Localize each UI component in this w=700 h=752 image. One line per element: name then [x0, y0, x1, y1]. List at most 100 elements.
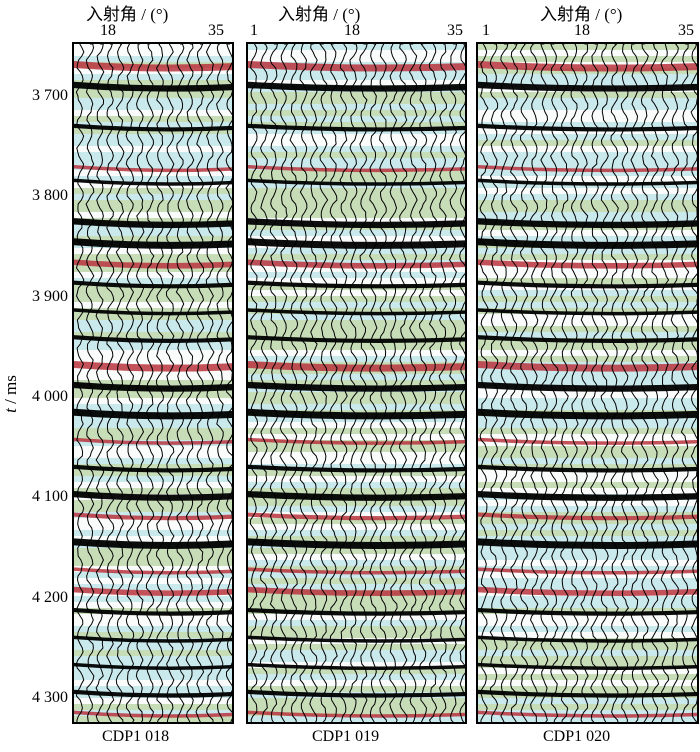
- gather-band: [478, 248, 697, 254]
- gather-band: [478, 308, 697, 314]
- reflection-event: [248, 308, 465, 316]
- gather-band: [478, 188, 697, 194]
- gather-band: [74, 578, 232, 584]
- gather-band: [74, 164, 232, 170]
- gather-band: [248, 572, 465, 578]
- reflection-event: [74, 259, 232, 269]
- gather-band: [248, 488, 465, 494]
- reflection-event: [478, 635, 697, 643]
- wiggle-trace: [398, 44, 408, 722]
- gather-band: [74, 434, 232, 440]
- wiggle-trace: [205, 44, 215, 722]
- gather-band: [478, 476, 697, 482]
- gather-band: [478, 344, 697, 350]
- wiggle-trace: [269, 44, 279, 722]
- reflection-event: [478, 538, 697, 549]
- gather-band: [248, 434, 465, 440]
- gather-band: [478, 548, 697, 554]
- y-tick-label: 4 200: [32, 588, 68, 606]
- gather-band: [74, 320, 232, 326]
- gather-band: [248, 518, 465, 524]
- wiggle-trace: [125, 44, 135, 722]
- wiggle-trace: [279, 44, 289, 722]
- gather-band: [74, 296, 232, 302]
- gather-band: [74, 44, 232, 50]
- gather-band: [248, 320, 465, 326]
- gather-band: [74, 500, 232, 506]
- gather-band: [478, 80, 697, 86]
- gather-band: [248, 662, 465, 668]
- gather-band: [248, 500, 465, 506]
- wiggle-trace: [428, 44, 438, 722]
- gather-band: [478, 356, 697, 362]
- gather-band: [248, 392, 465, 398]
- gather-band: [248, 722, 467, 724]
- gather-band: [478, 422, 697, 428]
- gather-band: [478, 50, 697, 56]
- reflection-event: [248, 81, 465, 92]
- panel-1-tick-35: 35: [208, 22, 224, 39]
- reflection-event: [478, 60, 697, 72]
- gather-band: [74, 248, 232, 254]
- wiggle-trace: [448, 44, 458, 722]
- gather-band: [478, 698, 697, 704]
- seismic-panel-cdp1-019: [246, 42, 467, 724]
- gather-band: [248, 206, 465, 212]
- gather-band: [74, 308, 232, 314]
- gather-band: [478, 236, 697, 242]
- gather-band: [478, 158, 697, 164]
- panel-3-tick-35: 35: [678, 22, 694, 39]
- gather-band: [478, 464, 697, 470]
- panel-3-bottom-label: CDP1 020: [543, 728, 611, 745]
- gather-band: [74, 668, 232, 674]
- gather-band: [74, 704, 232, 710]
- wiggle-trace: [590, 44, 600, 722]
- gather-band: [248, 446, 465, 452]
- gather-band: [74, 218, 232, 224]
- gather-band: [74, 176, 232, 182]
- seismic-panel-cdp1-018: [72, 42, 234, 724]
- gather-band: [478, 662, 697, 668]
- gather-band: [478, 608, 697, 614]
- gather-band: [478, 98, 697, 104]
- gather-band: [74, 380, 232, 386]
- gather-band: [478, 584, 697, 590]
- gather-band: [478, 566, 697, 572]
- wiggle-trace: [319, 44, 329, 722]
- gather-band: [74, 200, 232, 206]
- reflection-event: [248, 662, 465, 670]
- gather-band: [74, 554, 232, 560]
- reflection-event: [74, 586, 232, 596]
- gather-band: [248, 74, 465, 80]
- gather-band: [74, 332, 232, 338]
- gather-band: [248, 122, 465, 128]
- gather-band: [74, 620, 232, 626]
- gather-band: [248, 482, 465, 488]
- panel-1-tick-18: 18: [100, 22, 116, 39]
- gather-band: [74, 680, 232, 686]
- gather-band: [248, 716, 465, 722]
- gather-band: [248, 464, 465, 470]
- gather-band: [478, 122, 697, 128]
- wiggle-trace: [95, 44, 105, 722]
- gather-band: [478, 254, 697, 260]
- y-tick-label: 3 900: [32, 287, 68, 305]
- wiggle-trace: [620, 44, 630, 722]
- gather-band: [478, 554, 697, 560]
- gather-band: [478, 350, 697, 356]
- wiggle-trace: [299, 44, 309, 722]
- gather-band: [478, 518, 697, 524]
- gather-band: [248, 680, 465, 686]
- gather-band: [248, 146, 465, 152]
- gather-band: [478, 152, 697, 158]
- gather-band: [248, 704, 465, 710]
- gather-band: [74, 374, 232, 380]
- seismic-gather-018: [74, 44, 232, 722]
- gather-band: [74, 614, 232, 620]
- gather-band: [248, 164, 465, 170]
- wiggle-trace: [115, 44, 125, 722]
- reflection-event: [74, 165, 232, 173]
- panel-2-bottom-label: CDP1 019: [312, 728, 380, 745]
- gather-band: [248, 296, 465, 302]
- gather-band: [248, 602, 465, 608]
